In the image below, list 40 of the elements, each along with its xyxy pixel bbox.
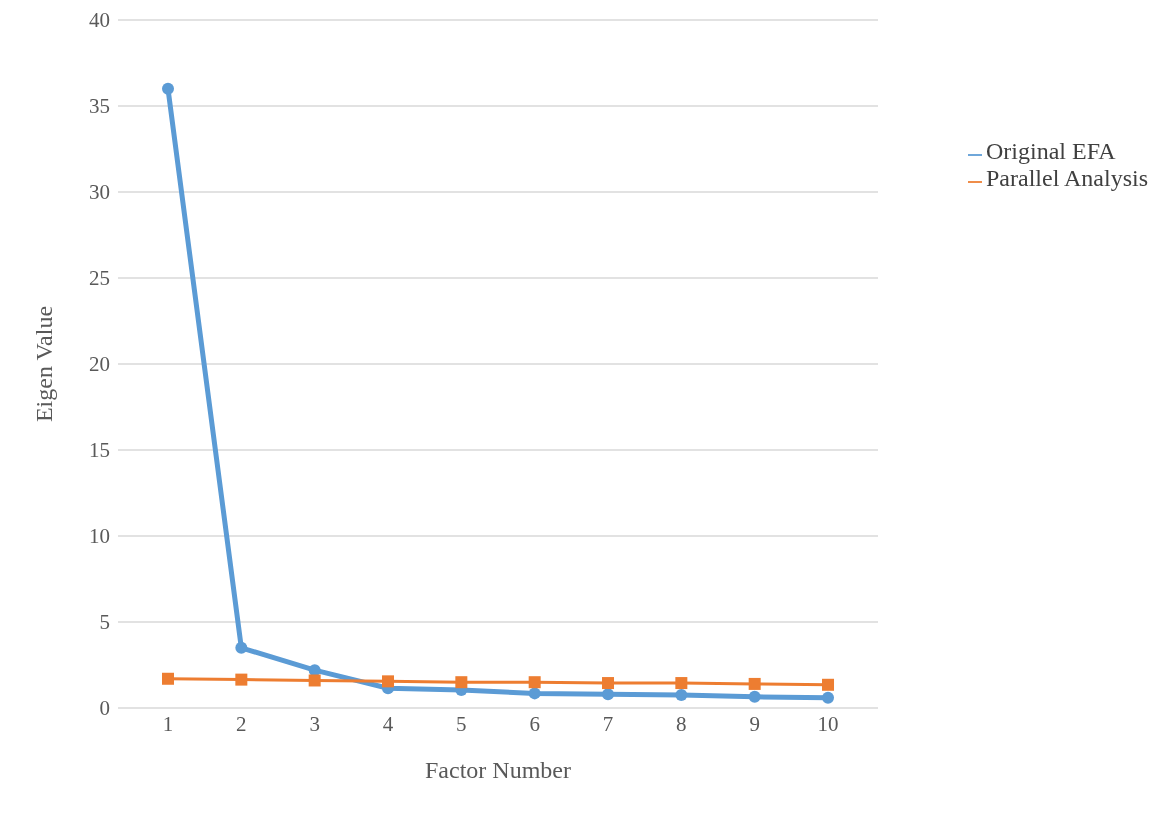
point — [382, 675, 395, 688]
y-tick-label: 25 — [89, 266, 110, 291]
x-tick-label: 7 — [602, 711, 614, 736]
point — [822, 678, 835, 691]
legend-label: Parallel Analysis — [986, 165, 1148, 191]
y-tick-label: 5 — [99, 610, 110, 635]
y-tick-label: 15 — [89, 438, 110, 463]
x-tick-label: 10 — [817, 711, 839, 736]
point — [675, 677, 688, 690]
x-tick-label: 6 — [529, 711, 540, 736]
x-tick-label: 5 — [456, 711, 467, 736]
x-axis-title: Factor Number — [425, 757, 571, 783]
y-axis-title: Eigen Value — [30, 305, 57, 423]
x-tick-label: 8 — [676, 711, 687, 736]
y-tick-label: 40 — [89, 8, 110, 33]
point — [528, 676, 541, 689]
point — [528, 687, 541, 700]
x-tick-label: 3 — [309, 711, 320, 736]
point — [235, 641, 248, 654]
point — [675, 689, 688, 702]
x-tick-label: 1 — [162, 711, 174, 736]
point — [602, 677, 615, 690]
x-tick-label: 2 — [236, 711, 247, 736]
y-tick-label: 30 — [89, 180, 110, 205]
legend-label: Original EFA — [986, 138, 1116, 164]
point — [162, 82, 174, 95]
point — [748, 677, 761, 690]
point — [162, 672, 174, 685]
y-tick-label: 35 — [89, 94, 110, 119]
point — [455, 676, 468, 689]
point — [748, 690, 761, 703]
y-tick-label: 10 — [89, 524, 110, 549]
x-tick-label: 9 — [749, 711, 760, 736]
y-tick-label: 20 — [89, 352, 110, 377]
point — [602, 688, 615, 701]
point — [822, 691, 835, 704]
point — [308, 674, 321, 687]
point — [235, 673, 248, 686]
x-tick-label: 4 — [382, 711, 394, 736]
y-tick-label: 0 — [99, 696, 110, 721]
